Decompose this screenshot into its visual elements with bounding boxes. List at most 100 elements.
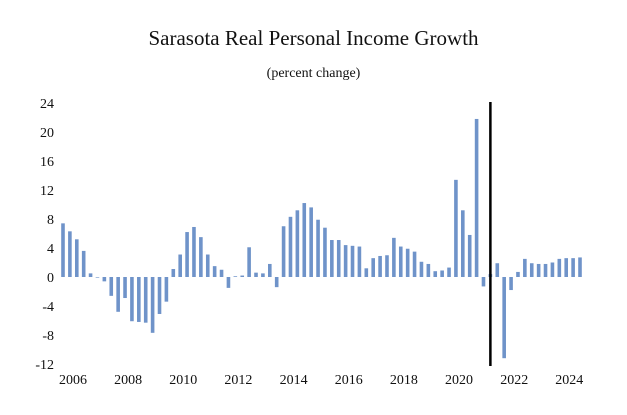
x-axis: 2006 2008 2010 2012 2014 2016 2018 2020 2022 2024 [59, 373, 583, 388]
bar-2009Q1 [143, 277, 148, 323]
bar-2010Q2 [178, 254, 182, 277]
bar-2018Q2 [398, 246, 403, 277]
bar-2008Q2 [123, 277, 127, 299]
bar-2017Q3 [378, 255, 382, 277]
bar-2024Q4 [578, 257, 582, 277]
bar-2016Q1 [336, 240, 341, 277]
bar-2007Q2 [95, 277, 100, 278]
bar-2023Q3 [543, 263, 548, 277]
x-tick-label: 2010 [169, 373, 197, 388]
bar-2013Q2 [261, 273, 265, 278]
bar-2008Q1 [116, 277, 120, 312]
chart-subtitle: (percent change) [266, 66, 361, 81]
y-tick-label: 16 [40, 155, 54, 170]
bar-2007Q4 [109, 277, 114, 296]
bar-2017Q4 [385, 255, 389, 277]
bar-2018Q4 [412, 251, 417, 278]
bar-2011Q2 [205, 254, 210, 277]
bar-2020Q2 [454, 179, 458, 277]
bar-2019Q4 [440, 270, 444, 277]
bar-2013Q1 [254, 272, 258, 277]
bar-2007Q3 [102, 277, 107, 282]
bar-2012Q4 [247, 247, 251, 277]
bar-2023Q1 [529, 263, 534, 277]
bar-2017Q2 [371, 258, 375, 277]
bar-2009Q3 [157, 277, 162, 314]
bar-2009Q2 [150, 277, 155, 333]
bar-2014Q2 [288, 216, 293, 277]
bar-2011Q1 [199, 237, 203, 278]
bar-2021Q4 [495, 263, 500, 277]
bar-2008Q3 [130, 277, 134, 322]
bar-2019Q1 [419, 261, 424, 277]
bar-2021Q1 [474, 118, 479, 277]
bar-series [61, 118, 582, 359]
x-tick-label: 2022 [500, 373, 528, 388]
bar-2016Q2 [343, 245, 348, 277]
bar-2023Q4 [550, 262, 555, 277]
y-tick-label: 0 [47, 271, 54, 286]
bar-2009Q4 [164, 277, 169, 302]
bar-2024Q2 [564, 258, 569, 277]
bar-2024Q1 [557, 258, 562, 278]
x-tick-label: 2014 [280, 373, 308, 388]
bar-2014Q4 [302, 203, 307, 277]
bar-2018Q1 [392, 237, 396, 277]
bar-2022Q4 [523, 258, 527, 278]
bar-2015Q3 [323, 227, 327, 277]
bar-2010Q4 [192, 226, 196, 277]
bar-2013Q4 [274, 277, 279, 288]
bar-2006Q3 [74, 239, 79, 277]
bar-2024Q3 [571, 258, 575, 277]
bar-2013Q3 [268, 263, 272, 277]
bar-2006Q2 [68, 231, 72, 277]
bar-2014Q3 [295, 210, 300, 277]
y-tick-label: -8 [42, 329, 54, 344]
bar-2011Q3 [212, 266, 217, 278]
chart-title: Sarasota Real Personal Income Growth [148, 26, 479, 50]
y-tick-label: -12 [35, 358, 54, 373]
y-tick-label: 8 [47, 213, 54, 228]
y-tick-label: 12 [40, 184, 54, 199]
bar-2012Q2 [233, 276, 238, 277]
bar-2019Q2 [426, 263, 431, 277]
bar-2019Q3 [433, 271, 438, 277]
bar-2015Q4 [330, 240, 334, 277]
y-tick-label: 4 [47, 242, 54, 257]
x-tick-label: 2006 [59, 373, 87, 388]
bar-2015Q1 [309, 207, 313, 277]
x-tick-label: 2012 [224, 373, 252, 388]
bar-2014Q1 [281, 226, 286, 277]
y-tick-label: -4 [42, 300, 54, 315]
x-tick-label: 2020 [445, 373, 473, 388]
bar-2018Q3 [405, 248, 410, 277]
bar-2022Q1 [502, 277, 506, 359]
bar-2021Q2 [481, 277, 486, 287]
y-tick-label: 24 [40, 97, 54, 112]
bar-2010Q3 [185, 232, 189, 277]
bar-2012Q3 [240, 275, 245, 277]
x-tick-label: 2016 [335, 373, 363, 388]
bar-2023Q2 [536, 263, 541, 277]
x-tick-label: 2024 [555, 373, 583, 388]
bar-2016Q3 [350, 245, 355, 277]
bar-2011Q4 [219, 269, 224, 277]
bar-2006Q1 [61, 223, 65, 277]
y-tick-label: 20 [40, 126, 54, 141]
bar-2010Q1 [171, 269, 176, 277]
bar-2017Q1 [364, 268, 369, 277]
x-tick-label: 2018 [390, 373, 418, 388]
bar-2008Q4 [137, 277, 141, 322]
bar-2007Q1 [88, 273, 93, 278]
bar-2022Q2 [509, 277, 513, 291]
bar-2020Q3 [461, 210, 465, 277]
bar-2016Q4 [357, 246, 362, 277]
bar-2012Q1 [226, 277, 231, 288]
bar-2020Q4 [467, 234, 472, 277]
bar-2022Q3 [516, 271, 520, 277]
x-tick-label: 2008 [114, 373, 142, 388]
bar-2015Q2 [316, 219, 320, 277]
bar-2020Q1 [447, 267, 451, 277]
